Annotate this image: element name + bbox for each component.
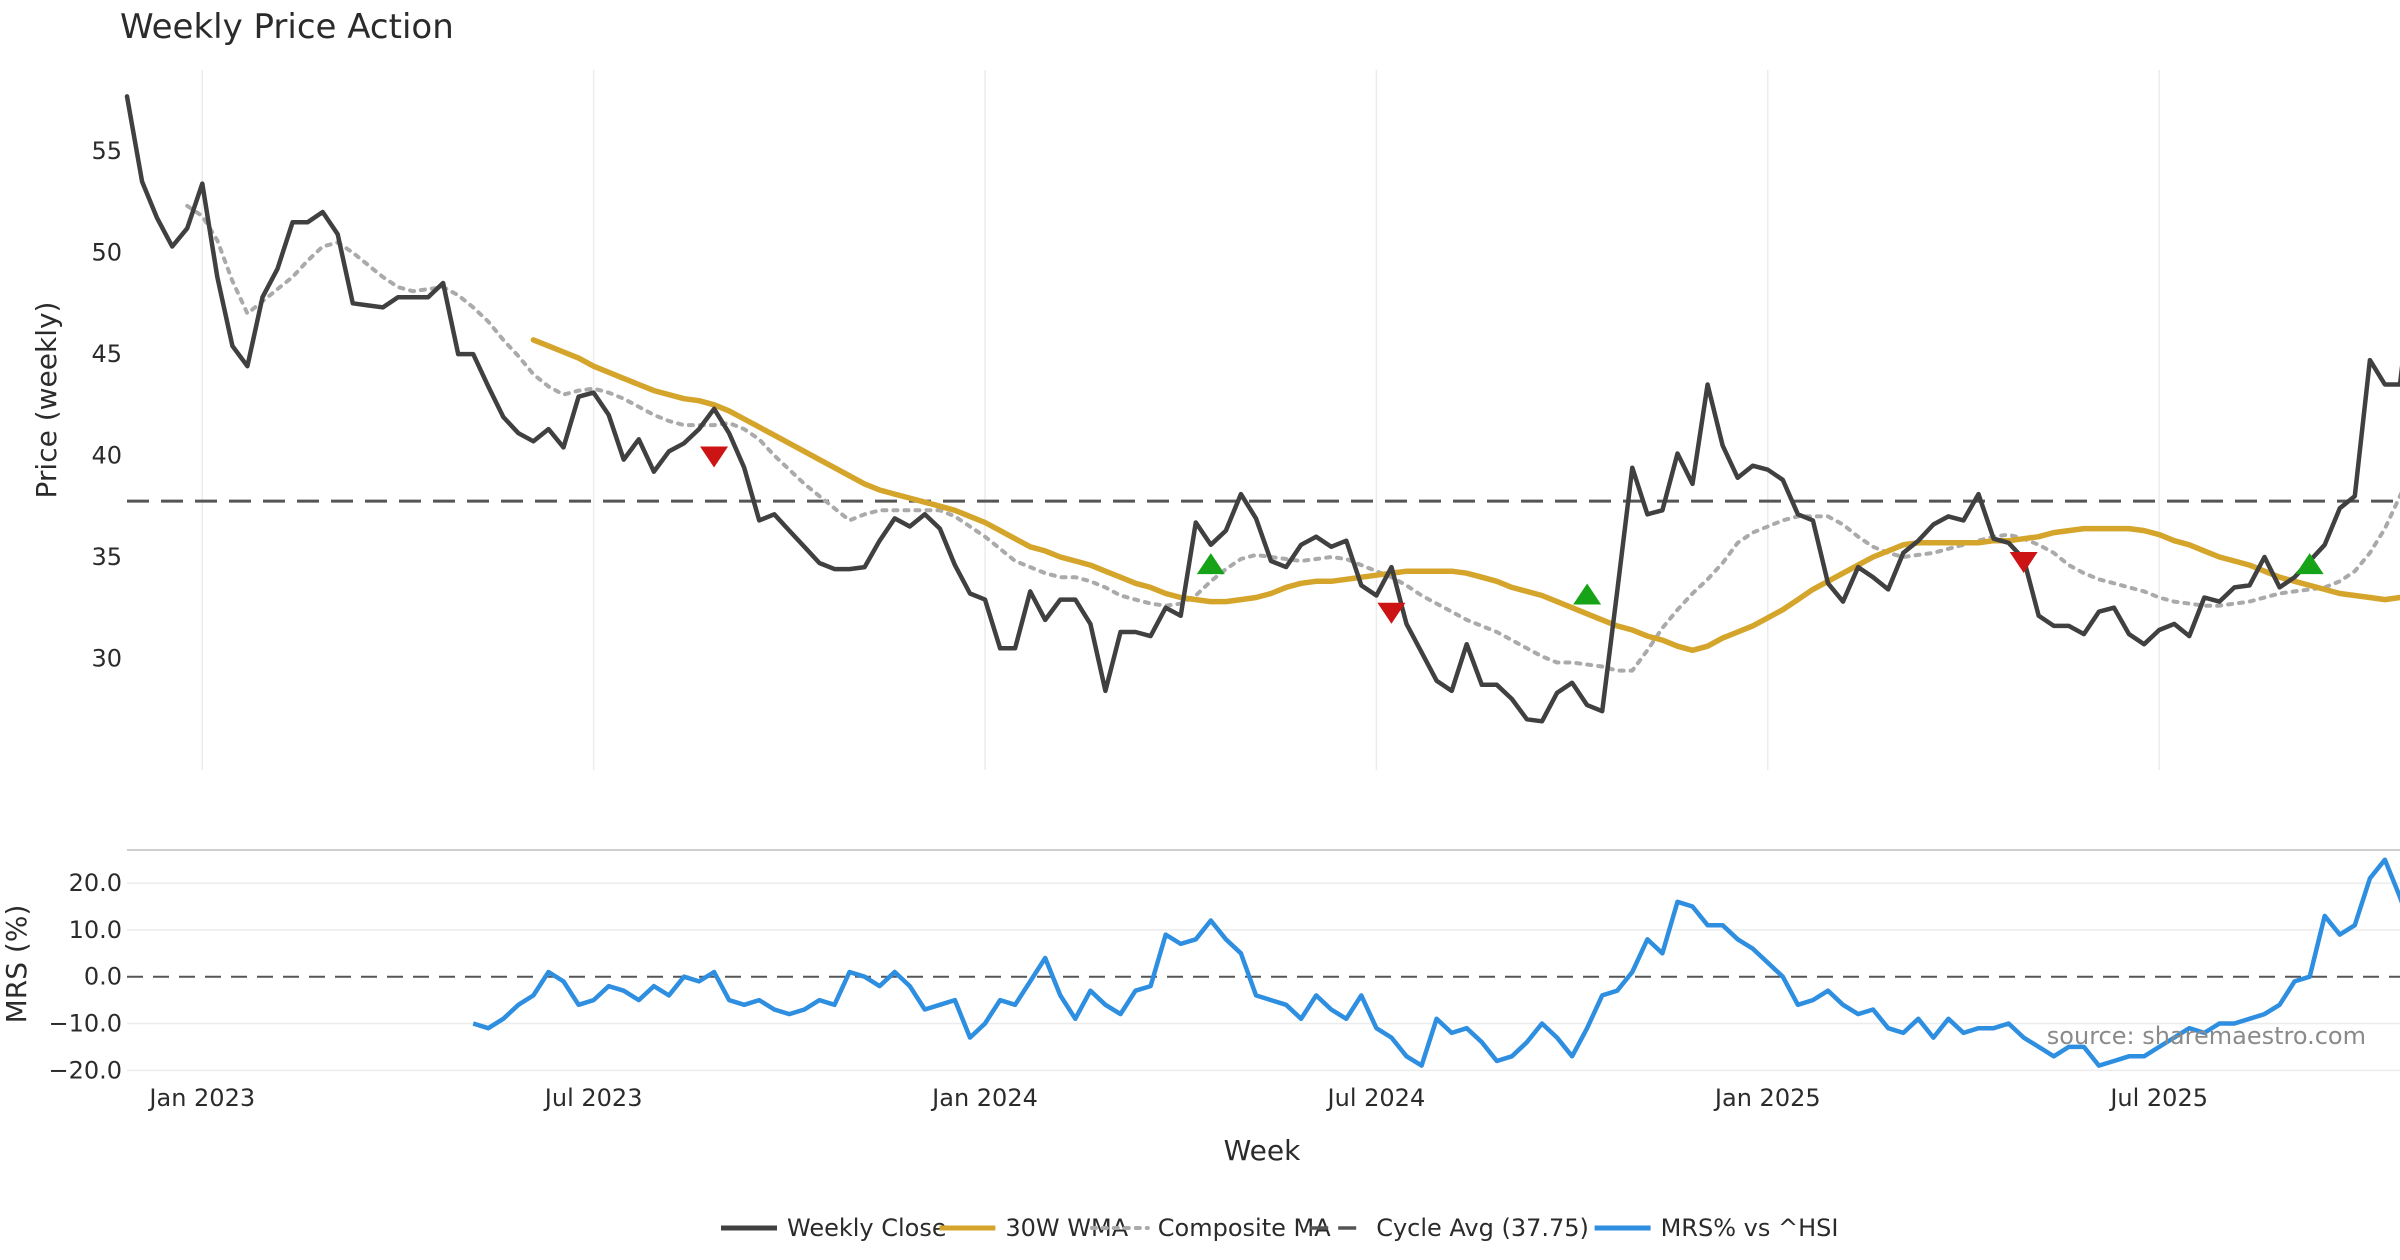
x-tick-label: Jul 2025: [2108, 1084, 2208, 1112]
mrs-y-tick-label: −10.0: [48, 1010, 122, 1038]
legend-label: Cycle Avg (37.75): [1376, 1214, 1589, 1242]
series-composite-ma: [185, 203, 2400, 673]
buy-signal-marker: [1196, 553, 1225, 575]
mrs-grid: [127, 882, 2400, 1072]
x-axis-label: Week: [1224, 1134, 1301, 1167]
chart-title: Weekly Price Action: [120, 7, 454, 47]
legend-entry: Composite MA: [1089, 1214, 1331, 1242]
mrs-series: [472, 857, 2400, 1068]
source-note: source: sharemaestro.com: [2047, 1022, 2366, 1050]
sell-signal-marker: [1377, 602, 1406, 624]
buy-signal-marker: [2295, 553, 2324, 575]
series-weekly-close: [124, 94, 2400, 724]
legend-entry: Cycle Avg (37.75): [1310, 1214, 1589, 1242]
mrs-y-axis-label: MRS (%): [0, 905, 33, 1024]
x-tick-label: Jul 2023: [543, 1084, 643, 1112]
legend-label: Weekly Close: [787, 1214, 947, 1242]
price-panel: 30 35 40 45 50 55 Price (weekly): [30, 70, 2400, 770]
x-tick-label: Jan 2025: [1713, 1084, 1821, 1112]
signal-markers: [700, 446, 2324, 624]
sell-signal-marker: [2009, 552, 2038, 574]
sell-signal-marker: [700, 446, 729, 468]
legend-entry: Weekly Close: [721, 1214, 947, 1242]
legend-label: Composite MA: [1158, 1214, 1331, 1242]
price-y-tick-label: 55: [91, 137, 122, 165]
mrs-panel: 20.0 10.0 0.0 −10.0 −20.0 MRS (%) source: sh…: [0, 857, 2400, 1084]
price-y-ticks: 30 35 40 45 50 55: [91, 137, 122, 672]
x-tick-label: Jan 2024: [930, 1084, 1038, 1112]
price-y-axis-label: Price (weekly): [30, 302, 63, 499]
mrs-y-tick-label: 20.0: [69, 869, 122, 897]
price-y-tick-label: 30: [91, 644, 122, 672]
mrs-y-ticks: 20.0 10.0 0.0 −10.0 −20.0: [48, 869, 122, 1084]
legend: Weekly Close 30W WMA Composite MA Cycle Avg…: [721, 1214, 1838, 1242]
x-tick-label: Jul 2024: [1326, 1084, 1426, 1112]
price-grid: [201, 70, 2160, 770]
mrs-y-tick-label: 10.0: [69, 916, 122, 944]
series-mrs-vs-hsi: [472, 857, 2400, 1068]
mrs-y-tick-label: 0.0: [84, 963, 122, 991]
series-30w-wma: [530, 337, 2400, 654]
legend-entry: 30W WMA: [939, 1214, 1129, 1242]
price-y-tick-label: 50: [91, 239, 122, 267]
price-series: [124, 94, 2400, 724]
price-y-tick-label: 40: [91, 442, 122, 470]
buy-signal-marker: [1573, 583, 1602, 605]
legend-label: MRS% vs ^HSI: [1661, 1214, 1839, 1242]
x-tick-label: Jan 2023: [147, 1084, 255, 1112]
x-axis-ticks: Jan 2023 Jul 2023 Jan 2024 Jul 2024 Jan 2025…: [147, 1084, 2208, 1112]
legend-label: 30W WMA: [1005, 1214, 1128, 1242]
price-y-tick-label: 45: [91, 340, 122, 368]
mrs-y-tick-label: −20.0: [48, 1056, 122, 1084]
price-y-tick-label: 35: [91, 543, 122, 571]
legend-entry: MRS% vs ^HSI: [1594, 1214, 1839, 1242]
